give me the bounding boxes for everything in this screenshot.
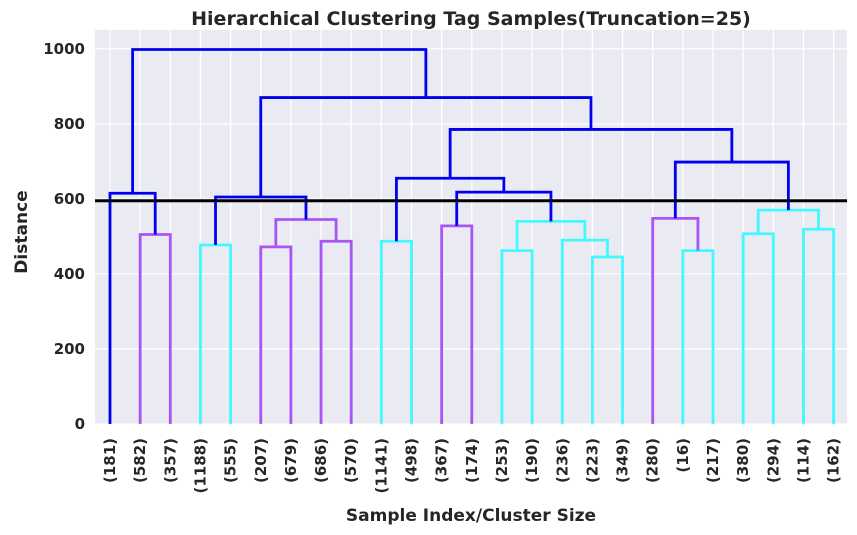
cluster-link <box>455 190 553 226</box>
x-tick-labels: (181) (582) (357) (1188) (555) (207) (679) (686… <box>101 438 843 493</box>
x-tick-label: (349) <box>614 438 632 483</box>
cluster-link <box>108 191 157 424</box>
x-tick-label: (357) <box>161 438 179 483</box>
chart-title: Hierarchical Clustering Tag Samples(Trun… <box>191 8 751 30</box>
x-axis-label: Sample Index/Cluster Size <box>346 506 596 526</box>
dendrogram-links <box>108 48 835 424</box>
x-tick-label: (280) <box>644 438 662 483</box>
x-tick-label: (1188) <box>191 438 209 493</box>
y-tick-label: 1000 <box>43 40 85 58</box>
y-axis-label: Distance <box>12 190 32 273</box>
x-tick-label: (174) <box>463 438 481 483</box>
cluster-link <box>259 245 293 424</box>
x-tick-label: (679) <box>282 438 300 483</box>
cluster-link <box>131 48 428 194</box>
y-tick-label: 200 <box>54 340 85 358</box>
x-tick-label: (253) <box>493 438 511 483</box>
y-tick-label: 600 <box>54 190 85 208</box>
x-tick-label: (555) <box>222 438 240 483</box>
x-tick-label: (236) <box>553 438 571 483</box>
cluster-link <box>259 96 593 197</box>
x-tick-label: (207) <box>252 438 270 483</box>
x-tick-label: (217) <box>704 438 722 483</box>
x-tick-label: (582) <box>131 438 149 483</box>
x-tick-label: (162) <box>825 438 843 483</box>
x-tick-label: (294) <box>764 438 782 483</box>
y-tick-label: 800 <box>54 115 85 133</box>
x-tick-label: (223) <box>583 438 601 483</box>
x-tick-label: (114) <box>794 438 812 483</box>
x-tick-label: (181) <box>101 438 119 483</box>
cluster-link <box>214 195 308 246</box>
y-tick-label: 0 <box>75 415 85 433</box>
x-tick-label: (380) <box>734 438 752 483</box>
x-tick-label: (686) <box>312 438 330 483</box>
x-tick-label: (570) <box>342 438 360 483</box>
cluster-link <box>138 233 172 424</box>
x-tick-label: (1141) <box>372 438 390 493</box>
cluster-link <box>673 160 790 219</box>
x-tick-label: (190) <box>523 438 541 483</box>
x-tick-label: (16) <box>674 438 692 473</box>
y-tick-labels: 0 200 400 600 800 1000 <box>43 40 85 433</box>
x-tick-label: (367) <box>433 438 451 483</box>
cluster-link <box>651 216 700 424</box>
x-tick-label: (498) <box>403 438 421 483</box>
y-tick-label: 400 <box>54 265 85 283</box>
